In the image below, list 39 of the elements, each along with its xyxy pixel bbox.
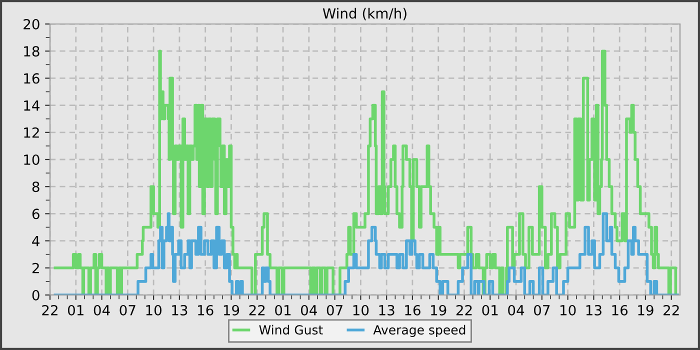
x-tick-label: 13 — [172, 304, 188, 316]
legend-label: Wind Gust — [259, 324, 323, 335]
chart-title: Wind (km/h) — [322, 8, 406, 20]
y-tick-label: 12 — [24, 127, 39, 138]
y-tick-label: 20 — [24, 18, 40, 30]
x-tick-label: 07 — [326, 304, 342, 316]
y-tick-label: 4 — [32, 236, 40, 246]
x-tick-label: 01 — [68, 304, 84, 316]
y-tick-label: 8 — [32, 182, 40, 192]
x-tick-label: 10 — [353, 304, 369, 316]
x-tick-label: 04 — [300, 304, 317, 316]
x-tick-label: 22 — [249, 304, 265, 316]
x-tick-label: 19 — [224, 304, 240, 316]
x-tick-label: 04 — [94, 304, 110, 316]
x-tick-label: 07 — [120, 304, 136, 316]
x-tick-label: 13 — [379, 304, 394, 316]
x-tick-label: 01 — [482, 304, 498, 316]
x-tick-label: 16 — [612, 304, 628, 316]
y-tick-label: 16 — [24, 73, 40, 84]
y-tick-label: 14 — [24, 100, 40, 111]
x-tick-label: 07 — [534, 304, 550, 316]
x-tick-label: 13 — [586, 304, 602, 316]
x-tick-label: 16 — [405, 304, 420, 316]
x-tick-label: 16 — [198, 304, 214, 316]
x-tick-label: 22 — [664, 304, 679, 316]
x-tick-label: 01 — [275, 304, 291, 316]
x-tick-label: 10 — [146, 304, 162, 316]
x-tick-label: 19 — [638, 304, 654, 316]
x-tick-label: 10 — [560, 304, 576, 316]
y-tick-label: 18 — [24, 46, 40, 57]
x-tick-label: 22 — [456, 304, 472, 316]
y-tick-label: 6 — [32, 208, 40, 220]
x-tick-label: 22 — [42, 304, 58, 316]
y-tick-label: 0 — [32, 290, 40, 300]
y-tick-label: 2 — [32, 262, 39, 274]
y-tick-label: 10 — [24, 154, 40, 165]
legend-label: Average speed — [373, 324, 466, 337]
x-tick-label: 04 — [508, 304, 524, 316]
x-tick-label: 19 — [431, 304, 446, 316]
